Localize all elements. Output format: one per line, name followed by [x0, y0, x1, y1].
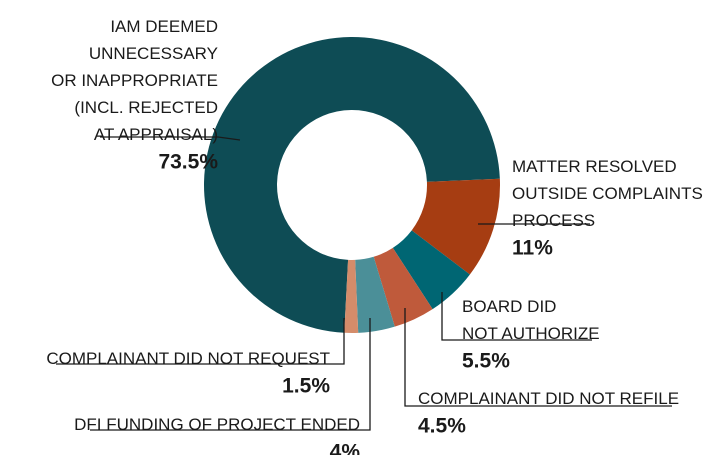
donut-slice: [411, 178, 500, 275]
leader-line: [404, 308, 672, 407]
donut-slice: [344, 259, 359, 333]
leader-line: [90, 318, 371, 431]
slice-label: COMPLAINANT DID NOT REFILE: [418, 389, 679, 408]
donut-slice: [373, 247, 433, 327]
slice-label: (INCL. REJECTED: [74, 98, 218, 117]
leader-line: [100, 136, 241, 141]
leader-line: [441, 292, 592, 341]
value-label: 1.5%: [282, 374, 330, 397]
donut-slice: [355, 256, 395, 333]
slice-label: PROCESS: [512, 211, 595, 230]
value-label: 5.5%: [462, 349, 510, 372]
slice-label: OUTSIDE COMPLAINTS: [512, 184, 703, 203]
value-label: 4.5%: [418, 414, 466, 437]
value-label: 11%: [512, 236, 553, 259]
value-label: 73.5%: [158, 150, 218, 173]
slice-label: OR INAPPROPRIATE: [51, 71, 218, 90]
slice-label: IAM DEEMED: [110, 17, 218, 36]
donut-slice: [204, 37, 500, 333]
slice-label: COMPLAINANT DID NOT REQUEST: [46, 349, 330, 368]
slice-label: MATTER RESOLVED: [512, 157, 677, 176]
slice-label: AT APPRAISAL): [94, 125, 218, 144]
slice-label: NOT AUTHORIZE: [462, 324, 600, 343]
slice-label: UNNECESSARY: [89, 44, 218, 63]
donut-slice: [392, 230, 470, 310]
leader-line: [56, 318, 345, 365]
slice-label: BOARD DID: [462, 297, 556, 316]
slice-label: DFI FUNDING OF PROJECT ENDED: [74, 415, 360, 434]
value-label: 4%: [330, 440, 361, 455]
